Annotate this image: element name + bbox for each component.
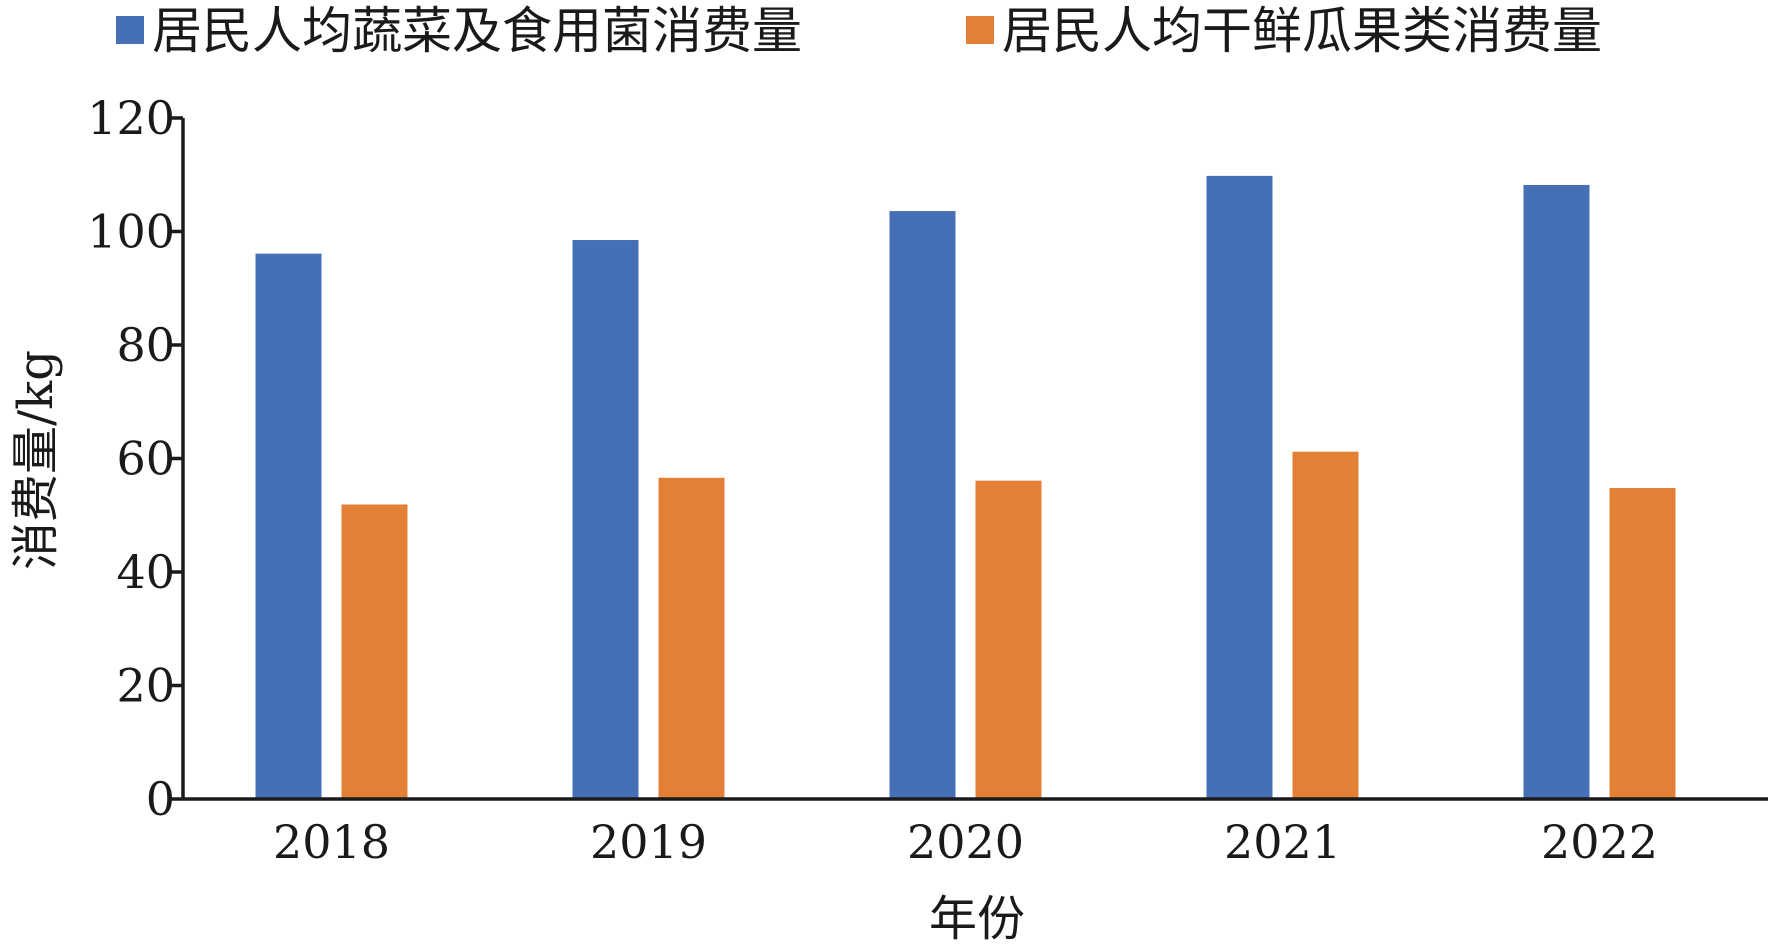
y-tick-label: 120 — [87, 91, 175, 145]
x-tick-label: 2020 — [907, 815, 1024, 869]
y-axis-title: 消费量/kg — [8, 350, 64, 570]
bar-vegetables-2019 — [572, 240, 639, 799]
x-tick-label: 2018 — [273, 815, 390, 869]
bars — [255, 175, 1676, 800]
bar-fruits-2021 — [1292, 451, 1359, 799]
legend-swatch — [966, 16, 994, 44]
legend-swatch — [116, 16, 144, 44]
y-tick-label: 100 — [87, 205, 175, 259]
x-tick-label: 2021 — [1224, 815, 1341, 869]
y-tick-label: 40 — [116, 545, 175, 599]
x-ticks: 2018 2019 2020 2021 2022 — [273, 815, 1658, 869]
legend-label: 居民人均干鲜瓜果类消费量 — [1002, 2, 1602, 60]
x-axis-title: 年份 — [929, 891, 1025, 946]
y-tick-label: 60 — [116, 432, 175, 486]
bar-fruits-2018 — [341, 504, 408, 799]
bar-vegetables-2020 — [889, 211, 956, 799]
bar-fruits-2019 — [658, 477, 725, 799]
legend: 居民人均蔬菜及食用菌消费量 居民人均干鲜瓜果类消费量 — [116, 2, 1602, 60]
y-tick-label: 0 — [146, 772, 175, 826]
y-ticks: 0 20 40 60 80 100 120 — [87, 91, 183, 826]
x-tick-label: 2019 — [590, 815, 707, 869]
y-tick-label: 20 — [116, 659, 175, 713]
bar-fruits-2020 — [975, 480, 1042, 799]
x-tick-label: 2022 — [1541, 815, 1658, 869]
legend-label: 居民人均蔬菜及食用菌消费量 — [152, 2, 802, 60]
bar-vegetables-2018 — [255, 253, 322, 799]
y-tick-label: 80 — [116, 318, 175, 372]
bar-fruits-2022 — [1609, 488, 1676, 799]
bar-vegetables-2021 — [1206, 175, 1273, 799]
bar-vegetables-2022 — [1523, 184, 1590, 800]
